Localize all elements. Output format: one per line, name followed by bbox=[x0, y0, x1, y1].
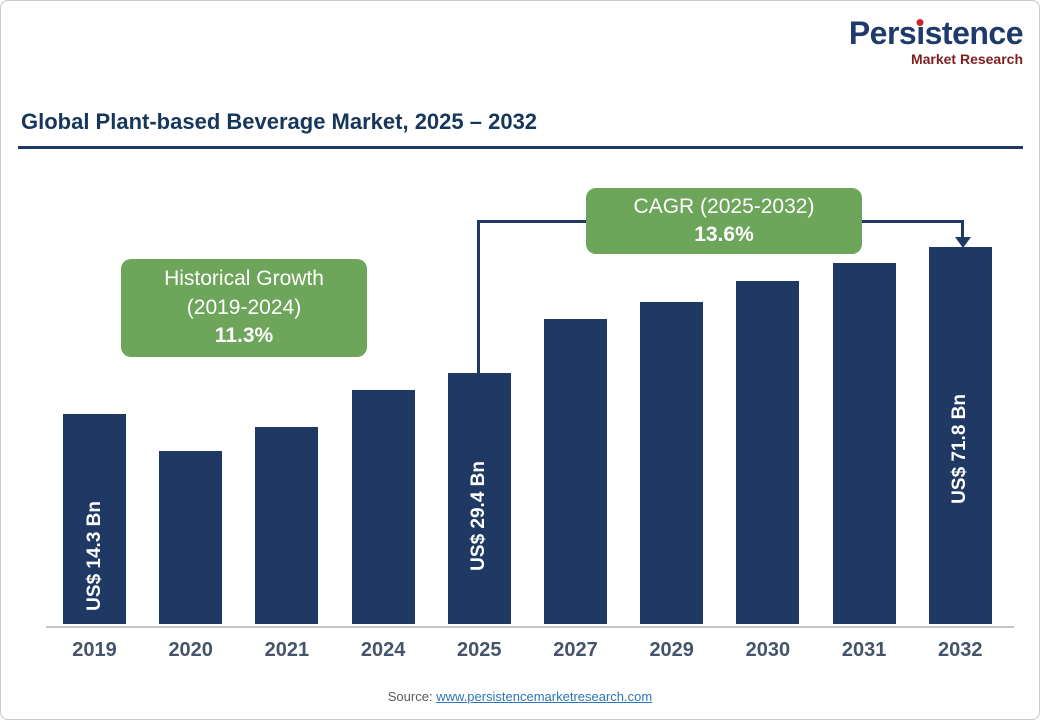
bar-2027 bbox=[544, 319, 607, 624]
cagr-connector-vertical-right bbox=[961, 220, 964, 238]
bar-2030 bbox=[736, 281, 800, 624]
source-prefix: Source: bbox=[387, 689, 437, 704]
x-axis-label-2024: 2024 bbox=[360, 639, 406, 661]
historical-growth-annotation: Historical Growth (2019-2024) 11.3% bbox=[121, 259, 367, 357]
x-axis-label-2029: 2029 bbox=[649, 639, 694, 661]
x-axis-label-2020: 2020 bbox=[168, 639, 213, 661]
bar-value-label-2025: US$ 29.4 Bn bbox=[468, 461, 490, 571]
cagr-label: CAGR (2025-2032) bbox=[633, 194, 815, 218]
x-axis-line bbox=[46, 626, 1014, 628]
x-axis-label-2025: 2025 bbox=[457, 639, 502, 661]
source-line: Source: www.persistencemarketresearch.co… bbox=[1, 689, 1039, 704]
bar-2020 bbox=[159, 451, 223, 624]
historical-growth-line2: (2019-2024) bbox=[186, 295, 302, 319]
x-axis-label-2031: 2031 bbox=[841, 639, 887, 661]
bar-2024 bbox=[351, 390, 415, 624]
bar-2031 bbox=[832, 263, 896, 624]
logo-tagline: Market Research bbox=[910, 51, 1023, 67]
bar-2032: US$ 71.8 Bn bbox=[928, 247, 992, 624]
bar-2029 bbox=[640, 302, 704, 624]
x-axis-label-2030: 2030 bbox=[745, 639, 791, 661]
historical-growth-line1: Historical Growth bbox=[164, 267, 324, 291]
logo-red-dot-icon bbox=[916, 19, 924, 26]
bar-2025: US$ 29.4 Bn bbox=[447, 373, 511, 624]
bar-2019: US$ 14.3 Bn bbox=[63, 414, 126, 624]
x-axis-label-2019: 2019 bbox=[72, 639, 117, 661]
arrow-down-icon bbox=[955, 237, 971, 248]
x-axis-label-2027: 2027 bbox=[553, 639, 598, 661]
historical-growth-value: 11.3% bbox=[214, 324, 274, 348]
logo-wordmark: Persı stence bbox=[848, 15, 1024, 51]
title-divider bbox=[18, 146, 1023, 149]
cagr-value: 13.6% bbox=[694, 223, 754, 246]
logo: Persı stence Market Research bbox=[848, 15, 1024, 67]
cagr-annotation: CAGR (2025-2032) 13.6% bbox=[586, 188, 862, 254]
bar-2021 bbox=[255, 427, 319, 624]
source-link[interactable]: www.persistencemarketresearch.com bbox=[436, 689, 653, 704]
bar-value-label-2019: US$ 14.3 Bn bbox=[83, 501, 105, 611]
page-title: Global Plant-based Beverage Market, 2025… bbox=[21, 109, 538, 134]
bar-value-label-2032: US$ 71.8 Bn bbox=[949, 394, 971, 504]
cagr-connector-vertical-left bbox=[477, 220, 480, 376]
x-axis-label-2021: 2021 bbox=[264, 639, 310, 661]
x-axis-label-2032: 2032 bbox=[938, 639, 983, 661]
